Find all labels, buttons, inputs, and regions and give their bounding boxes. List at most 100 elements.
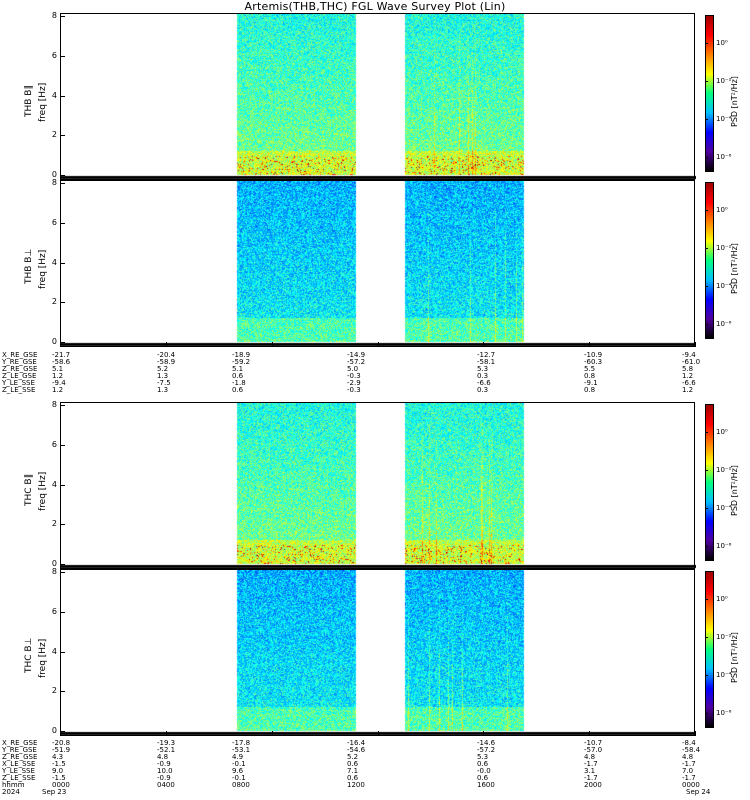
y-tick-label: 4 [51,646,57,656]
orbit-value: -14.9 [347,351,366,359]
orbit-value: 1.3 [157,372,169,380]
orbit-row-label: Z_RE_GSE [2,753,38,761]
orbit-value: 5.3 [477,365,489,373]
x-tick-mark [60,731,61,736]
y-tick-label: 6 [51,217,57,227]
orbit-row-label: X_LE_SSE [2,760,36,768]
year-label: 2024 [2,788,20,796]
orbit-value: -0.1 [232,760,246,768]
orbit-row: Y_LE_SSE -9.4 -7.5 -1.8 -2.9 -6.6 -9.1 -6.6 [0,380,750,387]
colorbar-tick-mark [705,470,708,471]
colorbar [705,182,714,339]
orbit-value: -10.7 [584,739,603,747]
y-tick-label: 2 [51,130,57,140]
orbit-row: Y_RE_GSE -51.9 -52.1 -53.1 -54.6 -57.2 -57.0 -5… [0,747,750,754]
orbit-value: 5.5 [584,365,596,373]
y-tick-mark [60,484,65,486]
colorbar-tick-label: 10⁻² [716,466,732,474]
colorbar-tick-label: 10⁻⁴ [716,115,732,123]
y-tick-label: 8 [51,11,57,20]
y-tick-mark [60,651,65,653]
colorbar-tick-mark [705,43,708,44]
orbit-value: 4.8 [584,753,596,761]
colorbar-tick-label: 10⁻⁴ [716,282,732,290]
orbit-value: -61.0 [682,358,701,366]
orbit-row: Y_RE_GSE -58.6 -58.9 -59.2 -57.2 -58.1 -60.3 -6… [0,359,750,366]
spectrogram-panel [60,569,696,737]
colorbar [705,571,714,728]
orbit-row-label: Z_LE_GSE [2,372,37,380]
orbit-value: 5.1 [52,365,64,373]
colorbar-tick-mark [705,210,708,211]
orbit-row: Y_LE_SSE 9.0 10.0 9.6 7.1 -0.0 3.1 7.0 [0,768,750,775]
y-tick-mark [60,572,65,573]
orbit-value: -0.9 [157,760,171,768]
colorbar-tick-label: 10⁻⁶ [716,709,732,717]
orbit-value: -1.7 [584,760,598,768]
y-tick-mark [60,731,65,732]
y-tick-label: 0 [51,559,57,568]
y-tick-label: 8 [51,400,57,409]
orbit-row: X_RE_GSE -21.7 -20.4 -18.9 -14.9 -12.7 -10.9 -9… [0,352,750,359]
orbit-value: -6.6 [682,379,696,387]
orbit-row-label: Z_RE_GSE [2,365,38,373]
colorbar-tick-label: 10⁰ [716,428,728,436]
orbit-value: -2.9 [347,379,361,387]
orbit-value: -58.6 [52,358,71,366]
spectrogram-panel [60,13,696,181]
probe-label: THC B⊥ [24,637,34,673]
y-tick-label: 6 [51,606,57,616]
orbit-row-label: Z_LE_SSE [2,386,36,394]
colorbar-tick-mark [705,81,708,82]
colorbar-label: PSD [nT²/Hz] [730,464,739,516]
date-label: Sep 23 [42,788,67,796]
orbit-value: -1.7 [682,774,696,782]
colorbar-tick-label: 10⁻⁶ [716,542,732,550]
orbit-value: -58.1 [477,358,496,366]
orbit-row: Z_LE_GSE 1.2 1.3 0.6 -0.3 0.3 0.8 1.2 [0,373,750,380]
x-tick-mark [378,342,379,347]
orbit-value: 1.2 [52,372,64,380]
spectrogram-panel [60,180,696,348]
orbit-value: -1.8 [232,379,246,387]
orbit-value: 0.6 [477,760,489,768]
spectrogram-image [61,14,696,181]
probe-label: THB B⊥ [24,248,34,284]
orbit-value: -51.9 [52,746,71,754]
y-tick-mark [60,342,65,343]
colorbar-tick-mark [705,432,708,433]
spectrogram-image [61,181,696,348]
orbit-row: Z_RE_GSE 5.1 5.2 5.1 5.0 5.3 5.5 5.8 [0,366,750,373]
orbit-value: -0.3 [347,386,361,394]
y-tick-label: 0 [51,337,57,346]
y-tick-label: 4 [51,257,57,267]
orbit-value: 1.2 [682,386,694,394]
orbit-value: -1.5 [52,774,66,782]
colorbar-label: PSD [nT²/Hz] [730,242,739,294]
x-tick-label: 0800 [232,781,250,789]
orbit-value: 3.1 [584,767,596,775]
orbit-value: 0.3 [477,386,489,394]
orbit-value: -57.0 [584,746,603,754]
orbit-value: 0.8 [584,386,596,394]
y-axis-label: freq [Hz] [38,638,48,678]
y-tick-mark [60,611,65,613]
orbit-row-label: Y_RE_GSE [2,358,37,366]
date-row: 2024 Sep 23 Sep 24 [0,789,750,796]
orbit-row-label: Y_RE_GSE [2,746,37,754]
colorbar-tick-label: 10⁻⁴ [716,671,732,679]
probe-label: THC B∥ [24,473,34,506]
y-tick-label: 0 [51,170,57,179]
orbit-value: 4.8 [157,753,169,761]
orbit-value: -7.5 [157,379,171,387]
x-tick-mark [695,342,696,347]
orbit-value: -58.4 [682,746,701,754]
x-tick-label: 0400 [157,781,175,789]
orbit-value: -1.7 [584,774,598,782]
orbit-value: -16.4 [347,739,366,747]
x-tick-mark [483,731,484,736]
y-tick-label: 2 [51,686,57,696]
orbit-value: 5.0 [347,365,359,373]
orbit-value: 1.3 [157,386,169,394]
